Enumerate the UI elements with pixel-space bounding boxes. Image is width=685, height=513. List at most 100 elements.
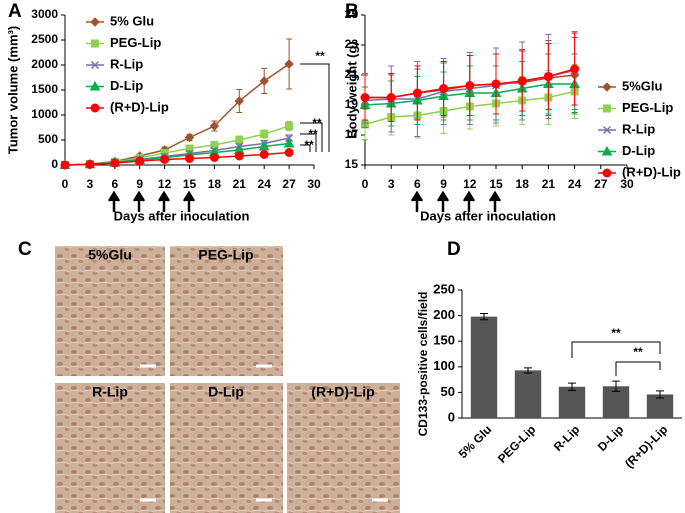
marker [259,150,269,159]
marker [234,96,245,106]
bracket [300,63,330,152]
marker [412,88,422,98]
legend-label: PEG-Lip [622,100,673,115]
x-tick-label: 3 [388,177,395,191]
marker [570,64,580,74]
y-tick-label: 3000 [31,7,58,21]
y-tick-label: 500 [38,132,58,146]
legend-marker [602,168,612,178]
x-tick-label: 9 [440,177,447,191]
x-tick-label: D-Lip [595,422,627,454]
x-tick-label: 6 [414,177,421,191]
legend-marker [602,125,612,135]
micrographs: C 5%Glu PEG-Lip R-Lip D-Lip (R+D)-Lip [18,239,400,513]
micrograph [55,383,165,513]
marker [135,156,145,166]
micrograph-title: 5%Glu [88,247,132,263]
x-tick-label: 5% Glu [456,422,495,461]
x-tick-label: 0 [362,177,369,191]
legend-marker [90,60,100,70]
marker [60,160,70,170]
arrows-a [107,190,196,212]
annotation: ** [308,127,318,141]
y-axis-label: CD133-positive cells/field [416,292,430,437]
x-tick-label: 21 [542,177,556,191]
marker [285,122,294,130]
error-bar [480,313,488,321]
scale-bars [140,364,388,502]
y-tick-label: 2000 [31,57,58,71]
marker [517,76,527,86]
x-tick-label: PEG-Lip [495,422,538,465]
marker [184,132,195,143]
y-tick-label: 150 [433,333,455,348]
line [64,151,290,166]
x-tick-label: 30 [620,177,634,191]
panel-label: D [447,239,461,260]
x-tick-label: 21 [233,177,247,191]
legend-label: (R+D)-Lip [622,164,681,179]
legend-marker [603,104,611,113]
annotation: ** [611,326,621,340]
marker [439,84,449,93]
marker [260,130,269,138]
marker [491,79,501,89]
line [64,63,290,166]
y-tick-label: 15 [345,157,359,171]
x-tick-label: 18 [208,177,222,191]
micrograph [55,246,165,376]
marker [185,154,194,163]
legend-marker [602,82,612,92]
error-bar [524,367,532,374]
x-tick-label: 24 [568,177,582,191]
micrograph-title: D-Lip [208,384,244,400]
panel-label: A [8,1,22,22]
x-tick-label: 18 [516,177,530,191]
legend-label: D-Lip [110,78,143,93]
marker [284,59,294,69]
x-tick-label: 27 [282,177,296,191]
arrows-b [410,190,502,212]
marker [360,93,370,102]
x-tick-label: 27 [594,177,608,191]
legend-marker [89,80,101,91]
y-tick-label: 100 [433,358,455,373]
y-tick-label: 1000 [31,107,58,121]
bracket [571,341,661,376]
marker [283,137,295,148]
legend-label: R-Lip [110,56,143,71]
legend-marker [91,39,99,48]
y-tick-label: 19 [345,97,359,111]
micrograph-title: PEG-Lip [198,247,253,263]
error-bar [656,390,664,399]
y-tick-label: 0 [51,157,58,171]
marker [209,121,220,131]
marker [235,136,244,144]
y-tick-label: 0 [448,409,455,424]
x-tick-label: 12 [463,177,477,191]
panel-label: C [18,239,32,260]
x-tick-label: R-Lip [551,422,583,454]
bar [646,394,674,418]
annotation: ** [312,116,322,130]
marker [465,81,475,90]
micrograph [170,383,283,513]
micrograph-title: R-Lip [92,384,128,400]
y-tick-label: 2500 [31,32,58,46]
series [360,32,580,122]
marker [85,160,95,169]
x-tick-label: 15 [183,177,197,191]
marker [110,158,120,168]
annotation: ** [633,345,643,359]
marker [386,93,396,102]
annotation: ** [304,138,314,152]
y-axis-label: Tumor volume (mm³) [5,26,20,154]
marker [284,148,294,157]
legend-label: 5%Glu [622,78,663,93]
legend-marker [601,145,613,156]
y-tick-label: 200 [433,307,455,322]
x-tick-label: 9 [136,177,143,191]
marker [259,76,269,86]
legend-label: (R+D)-Lip [110,99,169,114]
